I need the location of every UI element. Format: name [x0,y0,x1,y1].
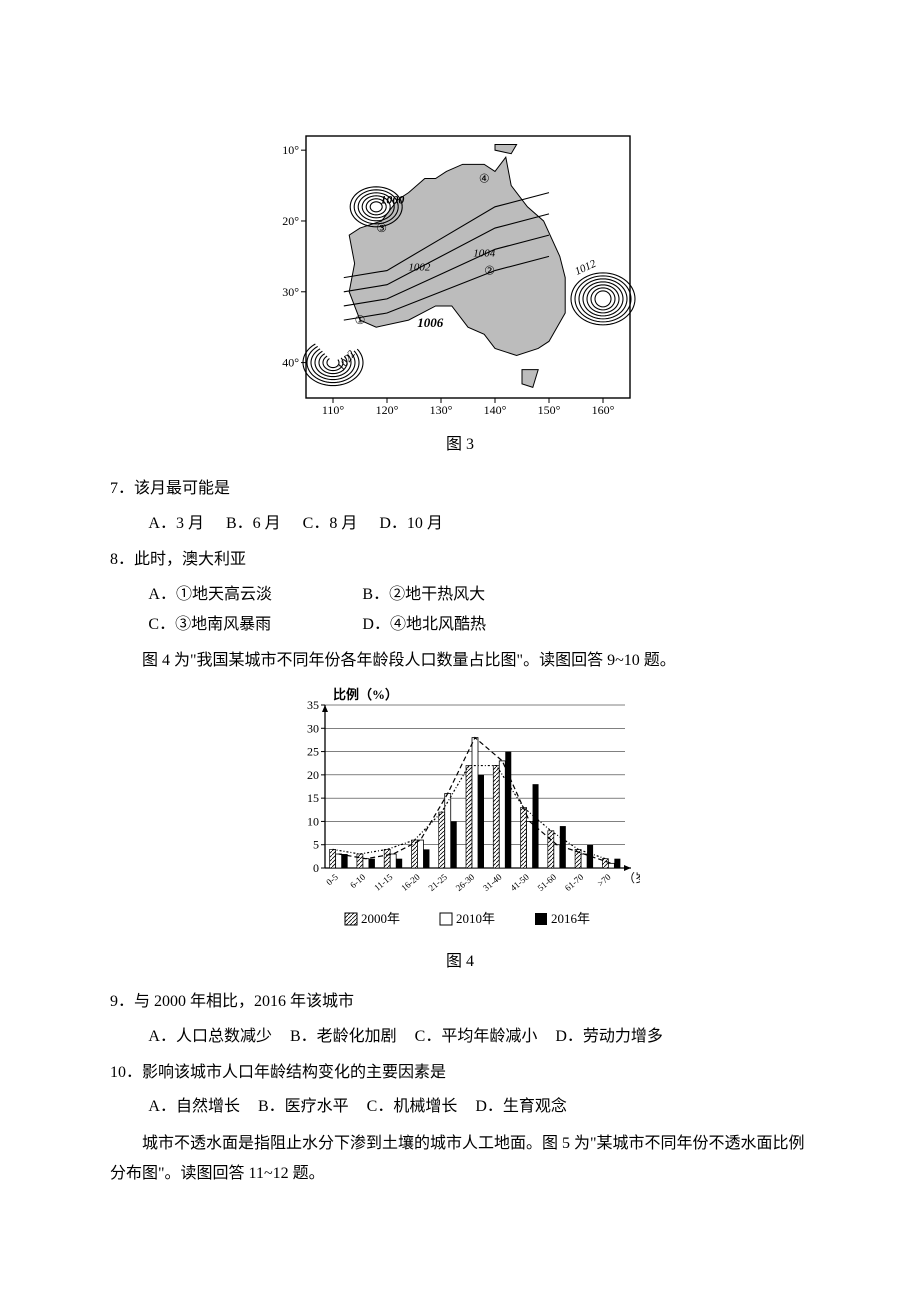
svg-text:21-25: 21-25 [426,871,449,892]
svg-text:51-60: 51-60 [536,871,559,892]
q9-opt-d: D．劳动力增多 [555,1022,663,1052]
svg-text:1004: 1004 [473,247,496,259]
svg-text:35: 35 [307,698,319,712]
figure-3-caption: 图 3 [110,430,810,460]
q10-options: A．自然增长 B．医疗水平 C．机械增长 D．生育观念 [148,1092,810,1122]
q10-opt-a: A．自然增长 [148,1092,240,1122]
svg-text:61-70: 61-70 [563,871,586,892]
svg-text:2000年: 2000年 [361,911,400,926]
q7-opt-d: D．10 月 [379,509,443,539]
svg-text:16-20: 16-20 [399,871,422,892]
q8-options: A．①地天高云淡 B．②地干热风大 C．③地南风暴雨 D．④地北风酷热 [148,580,810,641]
svg-text:140°: 140° [484,403,507,417]
svg-text:10°: 10° [282,143,299,157]
q9-opt-b: B．老龄化加剧 [290,1022,397,1052]
svg-text:120°: 120° [376,403,399,417]
svg-text:41-50: 41-50 [508,871,531,892]
svg-text:150°: 150° [538,403,561,417]
q9-opt-a: A．人口总数减少 [148,1022,272,1052]
svg-text:160°: 160° [592,403,615,417]
svg-text:25: 25 [307,744,319,758]
svg-text:②: ② [484,264,495,278]
q9-opt-c: C．平均年龄减小 [415,1022,538,1052]
svg-text:30°: 30° [282,285,299,299]
q9-options: A．人口总数减少 B．老龄化加剧 C．平均年龄减小 D．劳动力增多 [148,1022,810,1052]
svg-text:2016年: 2016年 [551,911,590,926]
q8-stem: 8．此时，澳大利亚 [110,545,810,575]
svg-text:31-40: 31-40 [481,871,504,892]
svg-text:15: 15 [307,791,319,805]
svg-text:20°: 20° [282,214,299,228]
svg-text:20: 20 [307,768,319,782]
q7-options: A．3 月 B．6 月 C．8 月 D．10 月 [148,509,810,539]
q9-stem: 9．与 2000 年相比，2016 年该城市 [110,987,810,1017]
svg-text:1002: 1002 [408,262,431,274]
figure-4-chart: 比例（%） 0 5 10 15 20 25 30 35 0-5 6-10 11-1516-2021-2… [280,683,640,943]
svg-text:5: 5 [313,837,319,851]
q10-opt-c: C．机械增长 [367,1092,458,1122]
q10-stem: 10．影响该城市人口年龄结构变化的主要因素是 [110,1058,810,1088]
svg-text:6-10: 6-10 [348,871,367,890]
q8-opt-c: C．③地南风暴雨 [148,610,358,640]
q10-opt-b: B．医疗水平 [258,1092,349,1122]
svg-text:40°: 40° [282,356,299,370]
q7-opt-b: B．6 月 [226,509,281,539]
q8-opt-d: D．④地北风酷热 [362,610,486,640]
svg-text:（岁）: （岁） [623,870,640,885]
svg-text:③: ③ [376,221,387,235]
svg-text:10: 10 [307,814,319,828]
svg-text:1000: 1000 [380,192,404,206]
q8-opt-a: A．①地天高云淡 [148,580,358,610]
q10-opt-d: D．生育观念 [475,1092,567,1122]
figure-4-caption: 图 4 [110,947,810,977]
q8-opt-b: B．②地干热风大 [362,580,485,610]
q7-opt-c: C．8 月 [303,509,358,539]
svg-text:2010年: 2010年 [456,911,495,926]
svg-text:26-30: 26-30 [454,871,477,892]
svg-text:④: ④ [479,171,490,185]
svg-text:0-5: 0-5 [324,871,340,887]
passage-figure-4: 图 4 为"我国某城市不同年份各年龄段人口数量占比图"。读图回答 9~10 题。 [110,646,810,676]
svg-text:30: 30 [307,721,319,735]
svg-text:>70: >70 [595,871,613,888]
svg-text:110°: 110° [322,403,345,417]
svg-text:0: 0 [313,861,319,875]
figure-3-map: 110° 120° 130° 140° 150° 160° 10° 20° 30° 40° 1000… [280,130,640,420]
q7-stem: 7．该月最可能是 [110,474,810,504]
svg-text:①: ① [355,313,366,327]
svg-text:130°: 130° [430,403,453,417]
passage-figure-5: 城市不透水面是指阻止水分下渗到土壤的城市人工地面。图 5 为"某城市不同年份不透… [110,1129,810,1190]
svg-text:11-15: 11-15 [372,871,395,892]
svg-text:1006: 1006 [417,315,444,330]
q7-opt-a: A．3 月 [148,509,204,539]
svg-text:比例（%）: 比例（%） [333,687,398,702]
